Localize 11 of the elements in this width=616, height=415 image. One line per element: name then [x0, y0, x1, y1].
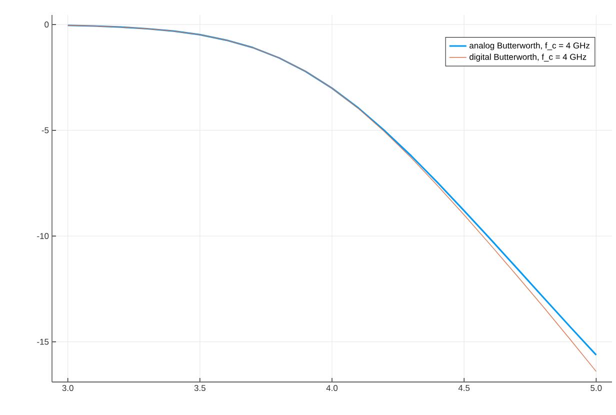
legend-label: digital Butterworth, f_c = 4 GHz [470, 54, 586, 62]
y-tick-label: -15 [37, 338, 49, 345]
y-tick-label: -10 [37, 233, 49, 240]
y-tick-label: 0 [44, 22, 49, 28]
x-tick-label: 3.0 [62, 385, 74, 392]
legend-label: analog Butterworth, f_c = 4 GHz [470, 42, 590, 50]
x-tick-label: 3.5 [194, 385, 206, 392]
x-tick-label: 4.5 [458, 385, 470, 391]
y-tick-label: -5 [42, 127, 49, 134]
x-tick-label: 4.0 [326, 385, 338, 392]
x-tick-label: 5.0 [590, 385, 602, 392]
